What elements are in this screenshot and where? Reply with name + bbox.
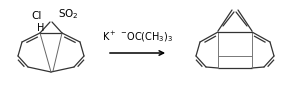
- Text: SO$_2$: SO$_2$: [58, 7, 79, 21]
- Text: H: H: [37, 23, 44, 33]
- Text: Cl: Cl: [32, 11, 42, 21]
- Text: K$^+$ $^{-}$OC(CH$_3$)$_3$: K$^+$ $^{-}$OC(CH$_3$)$_3$: [102, 29, 173, 44]
